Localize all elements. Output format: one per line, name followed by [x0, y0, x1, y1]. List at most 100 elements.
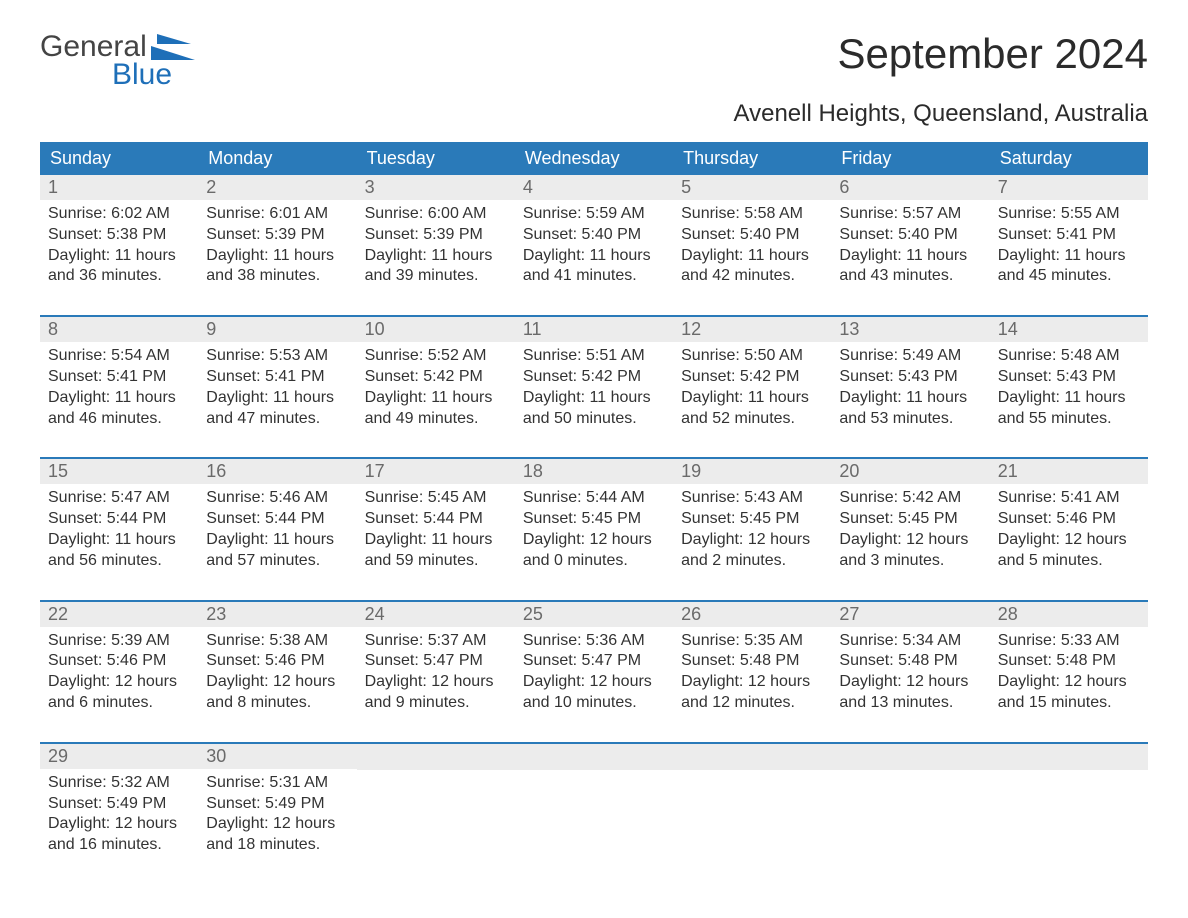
- week-row: 15Sunrise: 5:47 AMSunset: 5:44 PMDayligh…: [40, 457, 1148, 575]
- sunset-line: Sunset: 5:42 PM: [365, 367, 507, 388]
- sunset-line: Sunset: 5:45 PM: [839, 509, 981, 530]
- sunset-line: Sunset: 5:49 PM: [48, 794, 190, 815]
- day-body: Sunrise: 5:37 AMSunset: 5:47 PMDaylight:…: [357, 627, 515, 718]
- day-body: Sunrise: 5:55 AMSunset: 5:41 PMDaylight:…: [990, 200, 1148, 291]
- day-cell: 14Sunrise: 5:48 AMSunset: 5:43 PMDayligh…: [990, 317, 1148, 433]
- day-cell: 21Sunrise: 5:41 AMSunset: 5:46 PMDayligh…: [990, 459, 1148, 575]
- daylight-line: Daylight: 11 hours and 43 minutes.: [839, 246, 981, 288]
- week-row: 22Sunrise: 5:39 AMSunset: 5:46 PMDayligh…: [40, 600, 1148, 718]
- sunset-line: Sunset: 5:44 PM: [48, 509, 190, 530]
- empty-day-number: [831, 744, 989, 770]
- day-body: Sunrise: 5:41 AMSunset: 5:46 PMDaylight:…: [990, 484, 1148, 575]
- day-number: 26: [673, 602, 831, 627]
- sunrise-line: Sunrise: 5:37 AM: [365, 631, 507, 652]
- sunrise-line: Sunrise: 5:47 AM: [48, 488, 190, 509]
- day-body: Sunrise: 5:48 AMSunset: 5:43 PMDaylight:…: [990, 342, 1148, 433]
- day-cell: 11Sunrise: 5:51 AMSunset: 5:42 PMDayligh…: [515, 317, 673, 433]
- sunrise-line: Sunrise: 6:01 AM: [206, 204, 348, 225]
- daylight-line: Daylight: 11 hours and 38 minutes.: [206, 246, 348, 288]
- day-body: Sunrise: 5:52 AMSunset: 5:42 PMDaylight:…: [357, 342, 515, 433]
- day-cell: [515, 744, 673, 860]
- sunrise-line: Sunrise: 5:39 AM: [48, 631, 190, 652]
- day-number: 9: [198, 317, 356, 342]
- sunset-line: Sunset: 5:41 PM: [48, 367, 190, 388]
- daylight-line: Daylight: 12 hours and 15 minutes.: [998, 672, 1140, 714]
- day-cell: 24Sunrise: 5:37 AMSunset: 5:47 PMDayligh…: [357, 602, 515, 718]
- day-body: Sunrise: 5:59 AMSunset: 5:40 PMDaylight:…: [515, 200, 673, 291]
- sunrise-line: Sunrise: 5:31 AM: [206, 773, 348, 794]
- day-body: Sunrise: 5:35 AMSunset: 5:48 PMDaylight:…: [673, 627, 831, 718]
- week-row: 29Sunrise: 5:32 AMSunset: 5:49 PMDayligh…: [40, 742, 1148, 860]
- daylight-line: Daylight: 12 hours and 5 minutes.: [998, 530, 1140, 572]
- day-number: 24: [357, 602, 515, 627]
- daylight-line: Daylight: 11 hours and 45 minutes.: [998, 246, 1140, 288]
- sunrise-line: Sunrise: 5:34 AM: [839, 631, 981, 652]
- sunrise-line: Sunrise: 5:51 AM: [523, 346, 665, 367]
- daylight-line: Daylight: 11 hours and 39 minutes.: [365, 246, 507, 288]
- sunset-line: Sunset: 5:48 PM: [998, 651, 1140, 672]
- sunset-line: Sunset: 5:43 PM: [998, 367, 1140, 388]
- day-number: 17: [357, 459, 515, 484]
- day-number: 20: [831, 459, 989, 484]
- day-cell: 18Sunrise: 5:44 AMSunset: 5:45 PMDayligh…: [515, 459, 673, 575]
- day-number: 19: [673, 459, 831, 484]
- week-row: 1Sunrise: 6:02 AMSunset: 5:38 PMDaylight…: [40, 175, 1148, 291]
- day-body: Sunrise: 5:49 AMSunset: 5:43 PMDaylight:…: [831, 342, 989, 433]
- daylight-line: Daylight: 11 hours and 57 minutes.: [206, 530, 348, 572]
- day-number: 18: [515, 459, 673, 484]
- day-cell: 30Sunrise: 5:31 AMSunset: 5:49 PMDayligh…: [198, 744, 356, 860]
- sunset-line: Sunset: 5:48 PM: [839, 651, 981, 672]
- day-body: Sunrise: 5:34 AMSunset: 5:48 PMDaylight:…: [831, 627, 989, 718]
- day-number: 25: [515, 602, 673, 627]
- sunrise-line: Sunrise: 5:57 AM: [839, 204, 981, 225]
- day-body: Sunrise: 5:51 AMSunset: 5:42 PMDaylight:…: [515, 342, 673, 433]
- sunset-line: Sunset: 5:45 PM: [681, 509, 823, 530]
- sunrise-line: Sunrise: 5:35 AM: [681, 631, 823, 652]
- day-cell: 9Sunrise: 5:53 AMSunset: 5:41 PMDaylight…: [198, 317, 356, 433]
- sunset-line: Sunset: 5:47 PM: [523, 651, 665, 672]
- day-number: 15: [40, 459, 198, 484]
- sunrise-line: Sunrise: 5:58 AM: [681, 204, 823, 225]
- sunset-line: Sunset: 5:39 PM: [206, 225, 348, 246]
- day-body: Sunrise: 5:42 AMSunset: 5:45 PMDaylight:…: [831, 484, 989, 575]
- daylight-line: Daylight: 11 hours and 47 minutes.: [206, 388, 348, 430]
- sunrise-line: Sunrise: 6:02 AM: [48, 204, 190, 225]
- sunrise-line: Sunrise: 5:33 AM: [998, 631, 1140, 652]
- day-number: 28: [990, 602, 1148, 627]
- sunset-line: Sunset: 5:49 PM: [206, 794, 348, 815]
- day-number: 23: [198, 602, 356, 627]
- day-number: 14: [990, 317, 1148, 342]
- sunrise-line: Sunrise: 5:38 AM: [206, 631, 348, 652]
- logo-flag-icon: [151, 34, 195, 60]
- sunrise-line: Sunrise: 5:55 AM: [998, 204, 1140, 225]
- day-body: Sunrise: 6:01 AMSunset: 5:39 PMDaylight:…: [198, 200, 356, 291]
- sunrise-line: Sunrise: 5:45 AM: [365, 488, 507, 509]
- day-header-sunday: Sunday: [40, 142, 198, 175]
- location-text: Avenell Heights, Queensland, Australia: [40, 100, 1148, 128]
- day-cell: 19Sunrise: 5:43 AMSunset: 5:45 PMDayligh…: [673, 459, 831, 575]
- day-header-thursday: Thursday: [673, 142, 831, 175]
- day-header-row: SundayMondayTuesdayWednesdayThursdayFrid…: [40, 142, 1148, 175]
- day-body: Sunrise: 5:57 AMSunset: 5:40 PMDaylight:…: [831, 200, 989, 291]
- day-number: 13: [831, 317, 989, 342]
- daylight-line: Daylight: 12 hours and 8 minutes.: [206, 672, 348, 714]
- sunset-line: Sunset: 5:42 PM: [681, 367, 823, 388]
- day-number: 11: [515, 317, 673, 342]
- week-row: 8Sunrise: 5:54 AMSunset: 5:41 PMDaylight…: [40, 315, 1148, 433]
- day-body: Sunrise: 5:39 AMSunset: 5:46 PMDaylight:…: [40, 627, 198, 718]
- sunset-line: Sunset: 5:44 PM: [206, 509, 348, 530]
- day-number: 6: [831, 175, 989, 200]
- day-header-tuesday: Tuesday: [357, 142, 515, 175]
- daylight-line: Daylight: 11 hours and 46 minutes.: [48, 388, 190, 430]
- sunset-line: Sunset: 5:42 PM: [523, 367, 665, 388]
- day-number: 2: [198, 175, 356, 200]
- daylight-line: Daylight: 11 hours and 36 minutes.: [48, 246, 190, 288]
- daylight-line: Daylight: 12 hours and 0 minutes.: [523, 530, 665, 572]
- day-body: Sunrise: 5:44 AMSunset: 5:45 PMDaylight:…: [515, 484, 673, 575]
- daylight-line: Daylight: 12 hours and 12 minutes.: [681, 672, 823, 714]
- day-number: 21: [990, 459, 1148, 484]
- empty-day-number: [357, 744, 515, 770]
- sunrise-line: Sunrise: 5:36 AM: [523, 631, 665, 652]
- sunrise-line: Sunrise: 5:53 AM: [206, 346, 348, 367]
- day-number: 5: [673, 175, 831, 200]
